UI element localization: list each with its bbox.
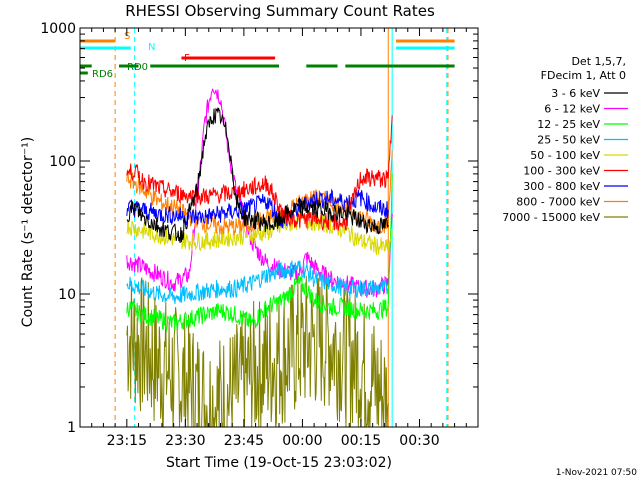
legend: Det 1,5,7,FDecim 1, Att 0 3 - 6 keV 6 - 12… <box>502 55 628 224</box>
state-label-rd0: RD0 <box>127 62 148 73</box>
legend-header-1: FDecim 1, Att 0 <box>541 69 626 82</box>
x-tick-label-3: 00:00 <box>282 433 322 449</box>
legend-label-2: 12 - 25 keV <box>537 118 600 131</box>
date-stamp: 1-Nov-2021 07:50 <box>556 468 638 478</box>
state-label-s: S <box>124 31 130 42</box>
x-tick-label-5: 00:30 <box>399 433 439 449</box>
state-label-rd6: RD6 <box>92 69 113 80</box>
state-label-f: F <box>184 53 190 64</box>
y-tick-label-3: 1 <box>67 420 76 436</box>
series-line-12-25kev <box>126 173 393 333</box>
x-axis-label: Start Time (19-Oct-15 23:03:02) <box>166 455 392 471</box>
x-tick-label-1: 23:30 <box>165 433 205 449</box>
legend-label-8: 7000 - 15000 keV <box>502 211 600 224</box>
series-line-7000-15000kev <box>126 270 389 428</box>
x-tick-label-2: 23:45 <box>224 433 264 449</box>
state-label-n: N <box>148 42 155 53</box>
legend-header-0: Det 1,5,7, <box>571 55 626 68</box>
x-tick-label-0: 23:15 <box>107 433 147 449</box>
legend-label-6: 300 - 800 keV <box>523 180 600 193</box>
y-axis-label: Count Rate (s⁻¹ detector⁻¹) <box>20 137 36 327</box>
chart-marks: S N F RD0 RD6 <box>79 28 455 428</box>
legend-label-7: 800 - 7000 keV <box>516 196 600 209</box>
series-line-3-6kev <box>126 106 389 243</box>
legend-label-0: 3 - 6 keV <box>551 87 600 100</box>
chart-title: RHESSI Observing Summary Count Rates <box>125 2 435 20</box>
legend-label-4: 50 - 100 keV <box>530 149 600 162</box>
y-tick-label-1: 100 <box>49 154 76 170</box>
y-tick-label-0: 1000 <box>40 21 76 37</box>
series-line-25-50kev <box>126 260 389 304</box>
x-tick-label-4: 00:15 <box>341 433 381 449</box>
series-line-300-800kev <box>126 188 389 229</box>
legend-label-3: 25 - 50 keV <box>537 134 600 147</box>
y-tick-label-2: 10 <box>58 287 76 303</box>
legend-label-1: 6 - 12 keV <box>544 103 600 116</box>
legend-label-5: 100 - 300 keV <box>523 165 600 178</box>
axes: 23:15 23:30 23:45 00:00 00:15 00:30 1000 100 10 1 <box>40 21 478 449</box>
